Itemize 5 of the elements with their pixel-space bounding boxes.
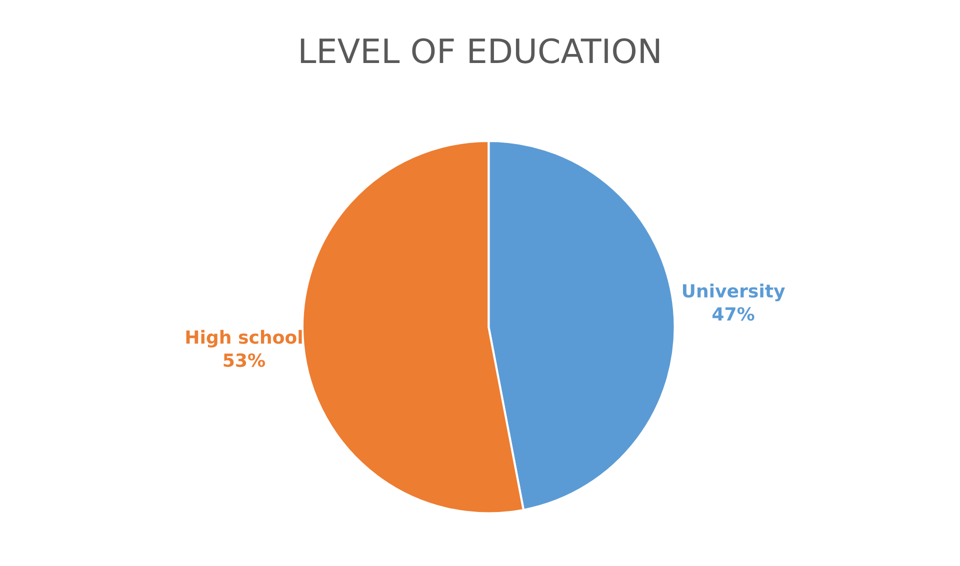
slice-label: University [682,284,785,302]
chart-title: LEVEL OF EDUCATION [300,38,660,64]
data-label: 47% [712,307,754,321]
slice-label: High school [186,330,302,348]
data-label: 53% [224,353,266,368]
